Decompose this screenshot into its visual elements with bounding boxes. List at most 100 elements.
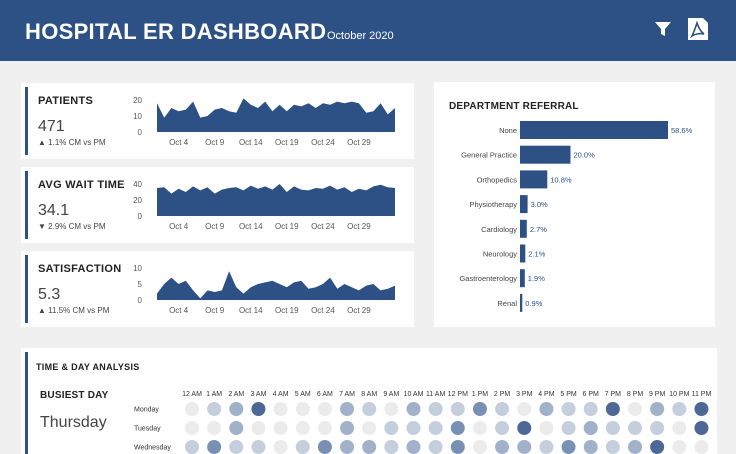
kpi-delta: ▲ 1.1% CM vs PM <box>38 138 106 147</box>
kpi-delta-text: 2.9% CM vs PM <box>48 222 106 231</box>
x-tick-label: Oct 14 <box>239 138 263 147</box>
y-tick-label: 0 <box>138 212 143 221</box>
department-bar <box>520 293 523 312</box>
heatmap-cell <box>317 421 332 435</box>
x-tick-label: Oct 19 <box>275 306 299 315</box>
heatmap-cell <box>406 402 421 416</box>
day-label: Monday <box>134 407 159 414</box>
kpi-delta: ▲ 11.5% CM vs PM <box>38 306 109 315</box>
department-bar <box>520 244 526 263</box>
heatmap-cell <box>672 440 687 454</box>
hour-label: 4 PM <box>538 391 555 398</box>
heatmap-cell <box>273 440 288 454</box>
heatmap-cell <box>628 402 642 416</box>
heatmap-cell <box>362 402 377 416</box>
x-tick-label: Oct 14 <box>239 306 263 315</box>
x-tick-label: Oct 24 <box>311 138 335 147</box>
department-label: General Practice <box>461 151 517 160</box>
hour-label: 11 AM <box>426 391 445 398</box>
department-label: None <box>499 126 517 135</box>
heatmap-cell <box>207 421 222 435</box>
heatmap-cell <box>317 402 332 416</box>
heatmap-cell <box>362 440 377 454</box>
kpi-accent-bar <box>25 171 28 239</box>
heatmap-cell <box>428 440 443 454</box>
kpi-card-wait-time: AVG WAIT TIME 34.1 ▼ 2.9% CM vs PM 40 20 0… <box>21 167 414 243</box>
filter-icon[interactable] <box>652 17 676 41</box>
heatmap-cell <box>583 421 598 435</box>
pdf-export-icon[interactable] <box>686 17 710 41</box>
hour-label: 12 PM <box>448 391 468 398</box>
kpi-accent-bar <box>25 255 28 323</box>
heatmap-cell <box>207 402 222 416</box>
heatmap-cell <box>229 402 244 416</box>
heatmap-cell <box>273 421 288 435</box>
heatmap-cell <box>561 421 576 435</box>
heatmap-cell <box>273 402 288 416</box>
department-label: Renal <box>497 299 517 308</box>
heatmap-cell <box>650 421 665 435</box>
x-tick-label: Oct 9 <box>205 138 225 147</box>
department-value-label: 58.6% <box>671 126 693 135</box>
heatmap-cell <box>185 402 199 416</box>
satisfaction-sparkline: 10 5 0 Oct 4 Oct 9 Oct 14 Oct 19 Oct 24 Oct 29 <box>133 264 395 315</box>
x-tick-label: Oct 4 <box>169 222 189 231</box>
heatmap-cell <box>472 421 487 435</box>
x-tick-label: Oct 19 <box>275 222 299 231</box>
hour-label: 3 PM <box>516 391 533 398</box>
department-label: Gastroenterology <box>459 274 517 283</box>
hour-label: 11 PM <box>692 391 712 398</box>
triangle-up-icon: ▲ <box>38 306 46 315</box>
heatmap-cell <box>694 440 709 454</box>
hour-label: 8 AM <box>361 391 377 398</box>
heatmap-cell <box>251 402 266 416</box>
hour-label: 10 AM <box>404 391 424 398</box>
kpi-card-satisfaction: SATISFACTION 5.3 ▲ 11.5% CM vs PM 10 5 0 Oc… <box>21 251 414 327</box>
heatmap-cell <box>628 421 642 435</box>
department-bar <box>520 145 571 164</box>
kpi-delta: ▼ 2.9% CM vs PM <box>38 222 106 231</box>
triangle-down-icon: ▼ <box>38 222 46 231</box>
day-label: Wednesday <box>134 445 171 452</box>
department-value-label: 10.8% <box>550 175 572 184</box>
x-tick-label: Oct 24 <box>311 222 335 231</box>
heatmap-cell <box>406 421 421 435</box>
time-day-analysis-card: TIME & DAY ANALYSIS BUSIEST DAY Thursday… <box>21 348 717 454</box>
heatmap-cell <box>583 402 598 416</box>
heatmap-cell <box>251 440 266 454</box>
kpi-delta-text: 11.5% CM vs PM <box>48 306 110 315</box>
heatmap-cell <box>384 421 399 435</box>
x-tick-label: Oct 9 <box>205 222 225 231</box>
hour-label: 9 AM <box>383 391 399 398</box>
kpi-title: AVG WAIT TIME <box>38 179 125 191</box>
y-tick-label: 0 <box>138 128 143 137</box>
x-tick-label: Oct 4 <box>169 138 189 147</box>
hour-label: 2 AM <box>228 391 244 398</box>
time-day-heatmap: 12 AM 1 AM 2 AM 3 AM 4 AM 5 AM 6 AM 7 AM 8 AM 9 A… <box>134 391 712 454</box>
heatmap-cell <box>517 402 532 416</box>
hour-label: 10 PM <box>669 391 689 398</box>
hour-label: 3 AM <box>250 391 266 398</box>
kpi-value: 471 <box>38 118 65 135</box>
y-tick-label: 20 <box>133 96 142 105</box>
kpi-card-patients: PATIENTS 471 ▲ 1.1% CM vs PM 20 10 0 Oct 4 O… <box>21 83 414 159</box>
sparkline-area <box>157 271 395 300</box>
y-tick-label: 20 <box>133 196 142 205</box>
busiest-day-label: BUSIEST DAY <box>40 390 109 401</box>
department-value-label: 20.0% <box>574 151 596 160</box>
hour-label: 1 AM <box>206 391 222 398</box>
kpi-title: PATIENTS <box>38 95 94 107</box>
kpi-value: 5.3 <box>38 286 61 303</box>
heatmap-cell <box>207 440 222 454</box>
x-tick-label: Oct 19 <box>275 138 299 147</box>
x-tick-label: Oct 9 <box>205 306 225 315</box>
y-tick-label: 0 <box>138 296 143 305</box>
heatmap-cell <box>495 440 510 454</box>
heatmap-cell <box>539 440 554 454</box>
department-value-label: 3.0% <box>531 200 548 209</box>
heatmap-cell <box>694 421 709 435</box>
heatmap-cell <box>340 402 355 416</box>
y-tick-label: 10 <box>133 112 142 121</box>
heatmap-cell <box>495 402 510 416</box>
department-label: Physiotherapy <box>469 200 517 209</box>
